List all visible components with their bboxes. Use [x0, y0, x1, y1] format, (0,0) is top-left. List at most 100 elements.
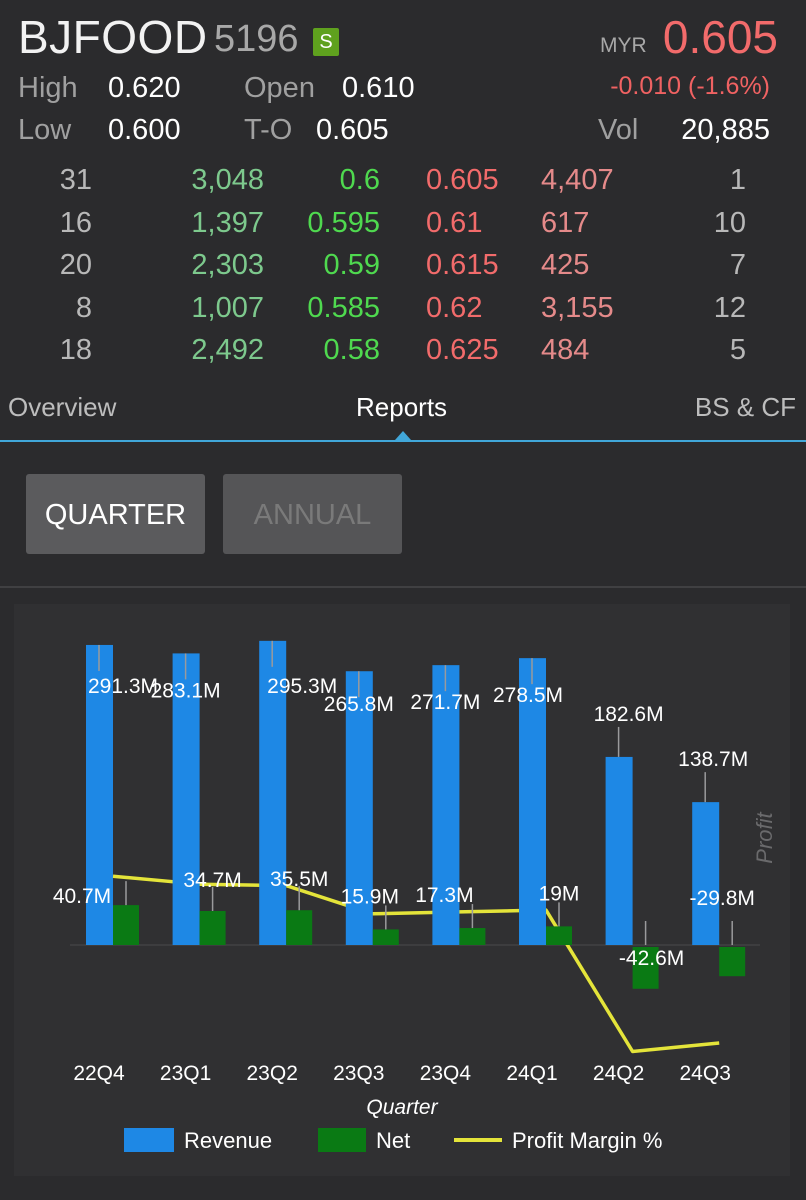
x-tick-label: 23Q4 [420, 1062, 472, 1085]
orderbook-bid-price: 0.6 [339, 164, 380, 196]
orderbook-bid-count: 16 [59, 206, 92, 239]
orderbook-bid-count: 18 [59, 334, 92, 366]
legend-revenue-label: Revenue [184, 1128, 272, 1153]
revenue-data-label: 138.7M [678, 748, 748, 771]
orderbook-bid-price: 0.59 [323, 249, 380, 281]
open-label: Open [244, 72, 315, 104]
net-data-label: -42.6M [619, 947, 684, 970]
turnover-value: 0.605 [316, 114, 389, 146]
orderbook-bid-price: 0.595 [307, 206, 380, 239]
net-bar [286, 910, 313, 945]
net-data-label: -29.8M [690, 887, 755, 910]
net-bar [632, 947, 659, 989]
x-tick-label: 23Q1 [160, 1062, 211, 1085]
orderbook-ask-qty: 484 [541, 334, 590, 366]
net-data-label: 40.7M [53, 885, 111, 908]
orderbook-ask-count: 10 [713, 206, 746, 239]
orderbook-bid-qty: 3,048 [191, 164, 264, 196]
high-value: 0.620 [108, 72, 181, 104]
revenue-bar [605, 756, 633, 945]
net-bar [113, 905, 139, 945]
legend-net-label: Net [376, 1128, 410, 1153]
active-tab-caret-icon [395, 431, 411, 440]
orderbook-ask-price: 0.605 [426, 164, 499, 196]
annual-button[interactable]: ANNUAL [223, 474, 402, 554]
turnover-label: T-O [244, 114, 293, 146]
high-label: High [18, 72, 78, 104]
net-bar [546, 926, 572, 945]
stock-symbol: BJFOOD [18, 11, 208, 63]
tab-bs-cf[interactable]: BS & CF [694, 392, 796, 422]
orderbook-bid-qty: 2,303 [191, 249, 264, 281]
last-price: 0.605 [662, 11, 778, 63]
orderbook-bid-count: 8 [75, 291, 92, 324]
net-bar [459, 928, 486, 945]
x-tick-label: 24Q3 [680, 1062, 731, 1085]
net-bar [372, 929, 399, 945]
revenue-bar [345, 671, 373, 945]
revenue-data-label: 283.1M [151, 679, 221, 702]
right-axis-label: Profit [752, 811, 777, 863]
tab-underline [0, 440, 806, 442]
revenue-bar [519, 658, 546, 945]
net-bar [719, 947, 746, 977]
orderbook-bid-count: 31 [59, 164, 92, 196]
orderbook-ask-price: 0.615 [426, 249, 499, 281]
x-tick-label: 23Q2 [247, 1062, 298, 1085]
quarter-button[interactable]: QUARTER [26, 474, 205, 554]
orderbook-ask-qty: 4,407 [541, 164, 614, 196]
reports-chart: Profit 291.3M 40.7M 22Q4 283.1M 34.7M 23Q1 295.… [14, 604, 790, 1176]
legend-revenue-swatch [124, 1128, 174, 1152]
orderbook-ask-count: 1 [729, 164, 746, 196]
volume-value: 20,885 [681, 114, 770, 146]
orderbook-bid-price: 0.58 [323, 334, 380, 366]
orderbook-ask-price: 0.625 [426, 334, 499, 366]
profit-margin-line [112, 874, 720, 1054]
orderbook-ask-qty: 617 [541, 206, 590, 239]
price-change: -0.010 (-1.6%) [610, 72, 770, 100]
orderbook-ask-qty: 3,155 [541, 291, 614, 324]
tab-reports[interactable]: Reports [356, 392, 448, 422]
revenue-data-label: 271.7M [410, 691, 480, 714]
orderbook-bid-qty: 1,397 [191, 206, 264, 239]
shariah-badge: S [313, 28, 339, 56]
orderbook-ask-count: 7 [729, 249, 746, 281]
section-divider [0, 586, 806, 588]
stock-code: 5196 [214, 18, 299, 60]
revenue-bar [692, 802, 720, 945]
net-data-label: 35.5M [270, 868, 328, 891]
net-data-label: 19M [539, 882, 580, 905]
revenue-bar [259, 640, 287, 945]
orderbook-ask-price: 0.61 [426, 206, 483, 239]
tab-overview[interactable]: Overview [8, 392, 117, 422]
net-bar [199, 910, 226, 945]
revenue-data-label: 295.3M [267, 675, 337, 698]
revenue-bar [86, 644, 113, 945]
chart-svg: Profit 291.3M 40.7M 22Q4 283.1M 34.7M 23Q1 295.… [53, 640, 777, 1153]
low-label: Low [18, 114, 72, 146]
net-data-label: 34.7M [183, 869, 241, 892]
revenue-data-label: 265.8M [324, 693, 394, 716]
x-tick-label: 22Q4 [73, 1062, 125, 1085]
revenue-bar [172, 653, 200, 945]
legend-margin-label: Profit Margin % [512, 1128, 662, 1153]
orderbook-bid-qty: 2,492 [191, 334, 264, 366]
currency-label: MYR [600, 34, 647, 57]
orderbook-ask-count: 12 [713, 291, 746, 324]
x-axis-title: Quarter [366, 1096, 438, 1119]
revenue-data-label: 291.3M [88, 675, 158, 698]
orderbook-ask-price: 0.62 [426, 291, 483, 324]
open-value: 0.610 [342, 72, 415, 104]
net-data-label: 15.9M [341, 885, 399, 908]
x-tick-label: 23Q3 [333, 1062, 384, 1085]
orderbook-bid-qty: 1,007 [191, 291, 264, 324]
orderbook-ask-count: 5 [729, 334, 746, 366]
orderbook-ask-qty: 425 [541, 249, 590, 281]
revenue-data-label: 278.5M [493, 684, 563, 707]
net-data-label: 17.3M [415, 884, 473, 907]
revenue-data-label: 182.6M [594, 703, 664, 726]
x-tick-label: 24Q1 [506, 1062, 557, 1085]
volume-label: Vol [598, 114, 639, 146]
orderbook-bid-price: 0.585 [307, 291, 380, 324]
x-tick-label: 24Q2 [593, 1062, 644, 1085]
